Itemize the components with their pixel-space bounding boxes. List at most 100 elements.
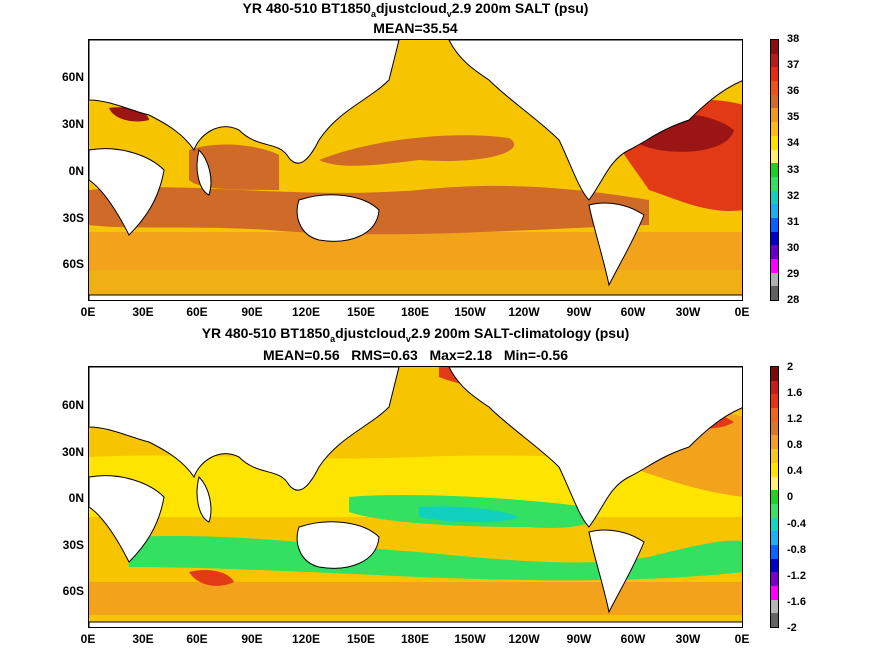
salinity-band xyxy=(189,144,279,190)
lat-label: 30S xyxy=(62,538,84,552)
colorbar-swatch xyxy=(771,163,778,177)
colorbar-swatch xyxy=(771,53,778,68)
panel-2-title: YR 480-510 BT1850adjustcloudv2.9 200m SA… xyxy=(88,325,743,344)
colorbar-swatch xyxy=(771,176,778,191)
land-masses xyxy=(89,367,742,627)
land-masses xyxy=(89,40,742,300)
colorbar-label: 1.2 xyxy=(787,413,803,425)
colorbar-swatch xyxy=(771,408,778,422)
lat-label: 60S xyxy=(62,257,84,271)
colorbar-label: -0.4 xyxy=(787,518,806,530)
lon-label: 120W xyxy=(508,632,540,646)
colorbar-label: -2 xyxy=(787,622,797,634)
lon-label: 180E xyxy=(400,632,430,646)
lat-label: 60N xyxy=(61,398,84,412)
panel-1-title-part: djustcloud xyxy=(375,0,447,16)
colorbar-swatch xyxy=(771,572,778,586)
colorbar-swatch xyxy=(771,449,778,463)
colorbar-label: 29 xyxy=(787,268,800,280)
lon-label: 60E xyxy=(186,632,208,646)
colorbar-label: 0.4 xyxy=(787,465,803,477)
panel-2-title-part: 2.9 200m SALT-climatology (psu) xyxy=(410,325,630,341)
colorbar-swatch xyxy=(771,259,778,273)
lat-label: 30N xyxy=(61,445,84,459)
panel-2-title-part: YR 480-510 BT1850 xyxy=(201,325,331,341)
panel-1-title-sub: v xyxy=(446,9,452,19)
lon-label: 150W xyxy=(454,632,486,646)
colorbar-swatch xyxy=(771,490,778,504)
lon-label: 120E xyxy=(291,632,321,646)
colorbar-label: 33 xyxy=(787,164,800,176)
colorbar-label: 28 xyxy=(787,294,800,306)
colorbar-swatch xyxy=(771,217,778,232)
panel-2-title-part: djustcloud xyxy=(335,325,406,341)
colorbar-label: 36 xyxy=(787,85,800,97)
colorbar-swatch xyxy=(771,394,778,409)
anomaly-band xyxy=(129,536,742,581)
colorbar-swatch xyxy=(771,503,778,518)
lon-label: 0E xyxy=(80,632,96,646)
colorbar-label: 38 xyxy=(787,33,800,45)
lat-label: 0N xyxy=(68,491,84,505)
colorbar-label: 0 xyxy=(787,491,794,503)
panel-1-title-sub: a xyxy=(370,9,376,19)
colorbar-label: 34 xyxy=(787,137,800,149)
colorbar-swatch xyxy=(771,367,778,381)
colorbar-swatch xyxy=(771,476,778,491)
colorbar-label: -0.8 xyxy=(787,544,806,556)
colorbar-swatch xyxy=(771,286,778,301)
lon-label: 30W xyxy=(675,632,701,646)
panel-1-colorbar xyxy=(770,39,779,301)
colorbar-swatch xyxy=(771,462,778,477)
colorbar-label: 1.6 xyxy=(787,387,803,399)
lon-label: 60E xyxy=(186,305,208,319)
lon-label: 150E xyxy=(346,632,376,646)
lat-label: 60S xyxy=(62,584,84,598)
colorbar-swatch xyxy=(771,67,778,82)
colorbar-swatch xyxy=(771,599,778,614)
lon-label: 0E xyxy=(80,305,96,319)
panel-2-colorbar xyxy=(770,366,779,628)
colorbar-label: 32 xyxy=(787,190,800,202)
colorbar-swatch xyxy=(771,544,778,559)
colorbar-label: 37 xyxy=(787,59,800,71)
colorbar-swatch xyxy=(771,135,778,150)
colorbar-swatch xyxy=(771,81,778,95)
panel-2-title-sub: v xyxy=(405,334,411,344)
panel-2-map-canvas xyxy=(89,367,742,627)
lon-label: 150E xyxy=(346,305,376,319)
colorbar-label: 30 xyxy=(787,242,800,254)
panel-2-title-sub: a xyxy=(330,334,336,344)
colorbar-swatch xyxy=(771,231,778,246)
lon-label: 90W xyxy=(566,632,592,646)
salinity-band xyxy=(319,135,515,166)
panel-1-stats: MEAN=35.54 xyxy=(373,20,458,36)
anomaly-band xyxy=(89,582,742,615)
anomaly-band xyxy=(419,506,519,523)
colorbar-swatch xyxy=(771,245,778,259)
lat-label: 60N xyxy=(61,70,84,84)
lon-label: 30W xyxy=(675,305,701,319)
lon-label: 60W xyxy=(620,305,646,319)
colorbar-swatch xyxy=(771,586,778,600)
colorbar-swatch xyxy=(771,380,778,395)
panel-1-map-canvas xyxy=(89,40,742,300)
lon-label: 90W xyxy=(566,305,592,319)
colorbar-swatch xyxy=(771,108,778,123)
lon-label: 0E xyxy=(734,632,750,646)
colorbar-label: 2 xyxy=(787,361,794,373)
lon-label: 90E xyxy=(241,305,263,319)
colorbar-swatch xyxy=(771,204,778,218)
lat-label: 0N xyxy=(68,164,84,178)
lon-label: 150W xyxy=(454,305,486,319)
lon-label: 180E xyxy=(400,305,430,319)
colorbar-swatch xyxy=(771,94,778,109)
colorbar-swatch xyxy=(771,190,778,205)
lat-label: 30S xyxy=(62,211,84,225)
colorbar-swatch xyxy=(771,517,778,532)
colorbar-swatch xyxy=(771,531,778,545)
lon-label: 120E xyxy=(291,305,321,319)
colorbar-label: 0.8 xyxy=(787,439,803,451)
colorbar-label: -1.6 xyxy=(787,596,806,608)
colorbar-swatch xyxy=(771,435,778,450)
